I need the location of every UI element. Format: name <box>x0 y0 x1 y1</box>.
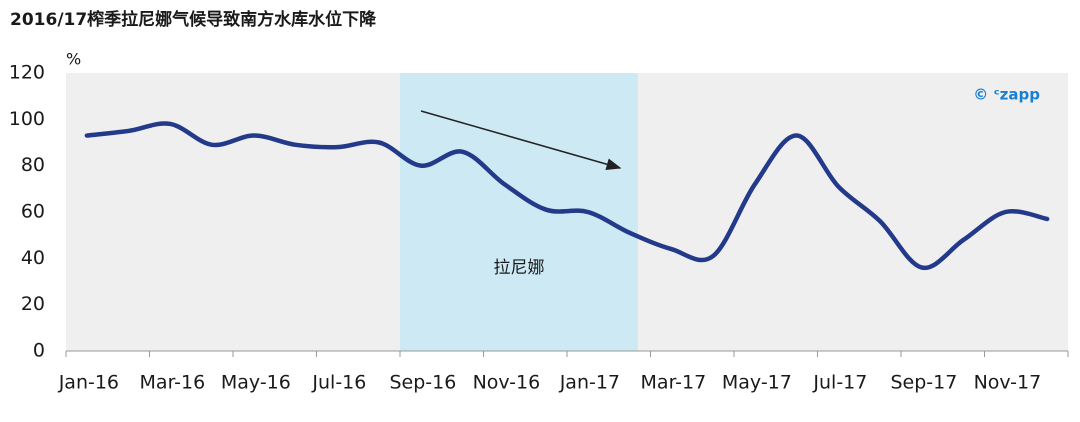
y-axis-unit: % <box>66 50 81 69</box>
x-tick-label: May-17 <box>722 372 792 394</box>
x-tick-label: Sep-17 <box>890 372 957 394</box>
y-tick-label: 80 <box>21 154 45 176</box>
y-tick-label: 40 <box>21 247 45 269</box>
y-tick-label: 120 <box>9 62 45 84</box>
chart-title: 2016/17榨季拉尼娜气候导致南方水库水位下降 <box>10 9 377 30</box>
y-tick-label: 100 <box>9 108 45 130</box>
x-tick-label: Mar-16 <box>140 372 206 394</box>
shaded-region <box>400 73 638 351</box>
trend-arrow <box>420 110 622 171</box>
x-tick-label: Jan-16 <box>58 372 119 394</box>
x-tick-label: Mar-17 <box>641 372 707 394</box>
y-tick-label: 20 <box>21 293 45 315</box>
x-tick-label: Jul-17 <box>812 372 867 394</box>
data-line <box>84 121 1050 270</box>
x-tick-label: May-16 <box>221 372 291 394</box>
x-tick-label: Jul-16 <box>311 372 366 394</box>
shaded-region-label: 拉尼娜 <box>493 258 544 278</box>
x-tick-label: Sep-16 <box>389 372 456 394</box>
y-tick-label: 0 <box>33 340 45 362</box>
x-tick-label: Jan-17 <box>559 372 620 394</box>
x-tick-label: Nov-17 <box>974 372 1042 394</box>
source-logo: © ᶜzapp <box>973 86 1040 104</box>
y-tick-label: 60 <box>21 201 45 223</box>
x-tick-label: Nov-16 <box>473 372 541 394</box>
